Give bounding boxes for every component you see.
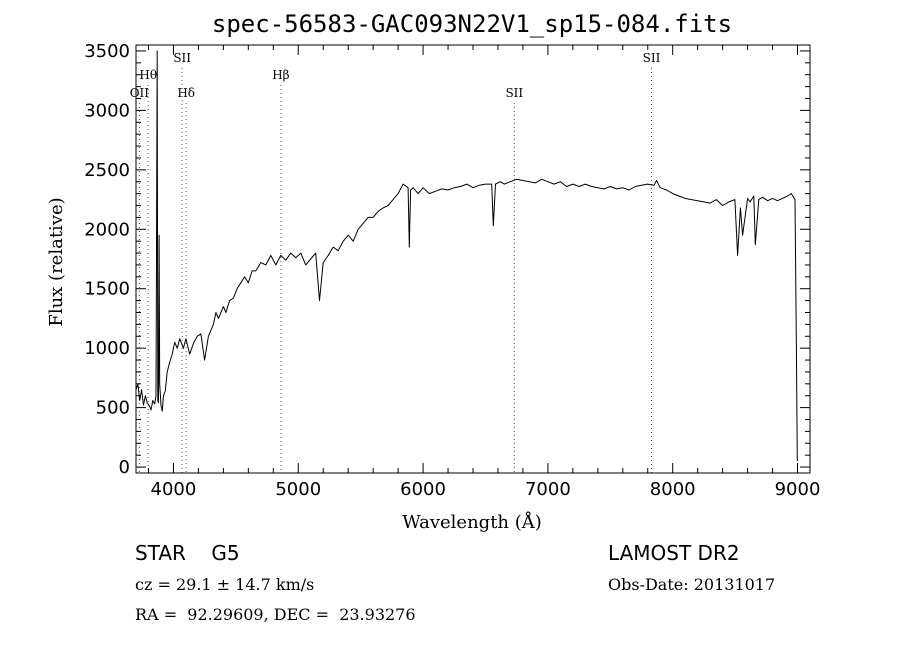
flux-series <box>135 50 798 462</box>
y-tick-label-2: 1000 <box>84 338 130 359</box>
axes: 4000 5000 6000 7000 8000 9000 0 500 1000 1500 2000… <box>84 41 820 500</box>
x-tick-label-4: 8000 <box>650 479 696 500</box>
flux-line-0 <box>135 50 798 462</box>
survey-name: LAMOST DR2 <box>608 541 740 565</box>
x-tick-label-1: 5000 <box>275 479 321 500</box>
line-label-1: Hθ <box>139 68 157 82</box>
y-tick-label-1: 500 <box>96 398 130 419</box>
line-label-6: SII <box>643 51 661 65</box>
line-label-2: SII <box>173 51 191 65</box>
y-tick-label-4: 2000 <box>84 219 130 240</box>
line-label-0: OII <box>130 86 150 100</box>
chart-title: spec-56583-GAC093N22V1_sp15-084.fits <box>212 10 732 38</box>
line-label-3: Hδ <box>177 86 195 100</box>
spectral-line-markers: OII Hθ SII Hδ Hβ SII SII <box>130 51 661 473</box>
x-tick-label-3: 7000 <box>525 479 571 500</box>
x-tick-label-2: 6000 <box>400 479 446 500</box>
y-tick-label-5: 2500 <box>84 160 130 181</box>
x-tick-label-5: 9000 <box>775 479 821 500</box>
y-tick-label-0: 0 <box>119 457 130 478</box>
y-tick-label-3: 1500 <box>84 279 130 300</box>
line-label-5: SII <box>505 86 523 100</box>
y-axis-label: Flux (relative) <box>46 197 67 326</box>
plot-frame <box>135 44 811 474</box>
obs-date: Obs-Date: 20131017 <box>608 575 775 594</box>
x-tick-label-0: 4000 <box>151 479 197 500</box>
object-class: STAR G5 <box>135 541 240 565</box>
line-label-4: Hβ <box>272 68 289 82</box>
y-tick-label-6: 3000 <box>84 100 130 121</box>
ra-dec: RA = 92.29609, DEC = 23.93276 <box>135 605 416 624</box>
redshift-text: cz = 29.1 ± 14.7 km/s <box>135 575 314 594</box>
x-axis-label: Wavelength (Å) <box>402 511 542 533</box>
y-tick-label-7: 3500 <box>84 41 130 62</box>
